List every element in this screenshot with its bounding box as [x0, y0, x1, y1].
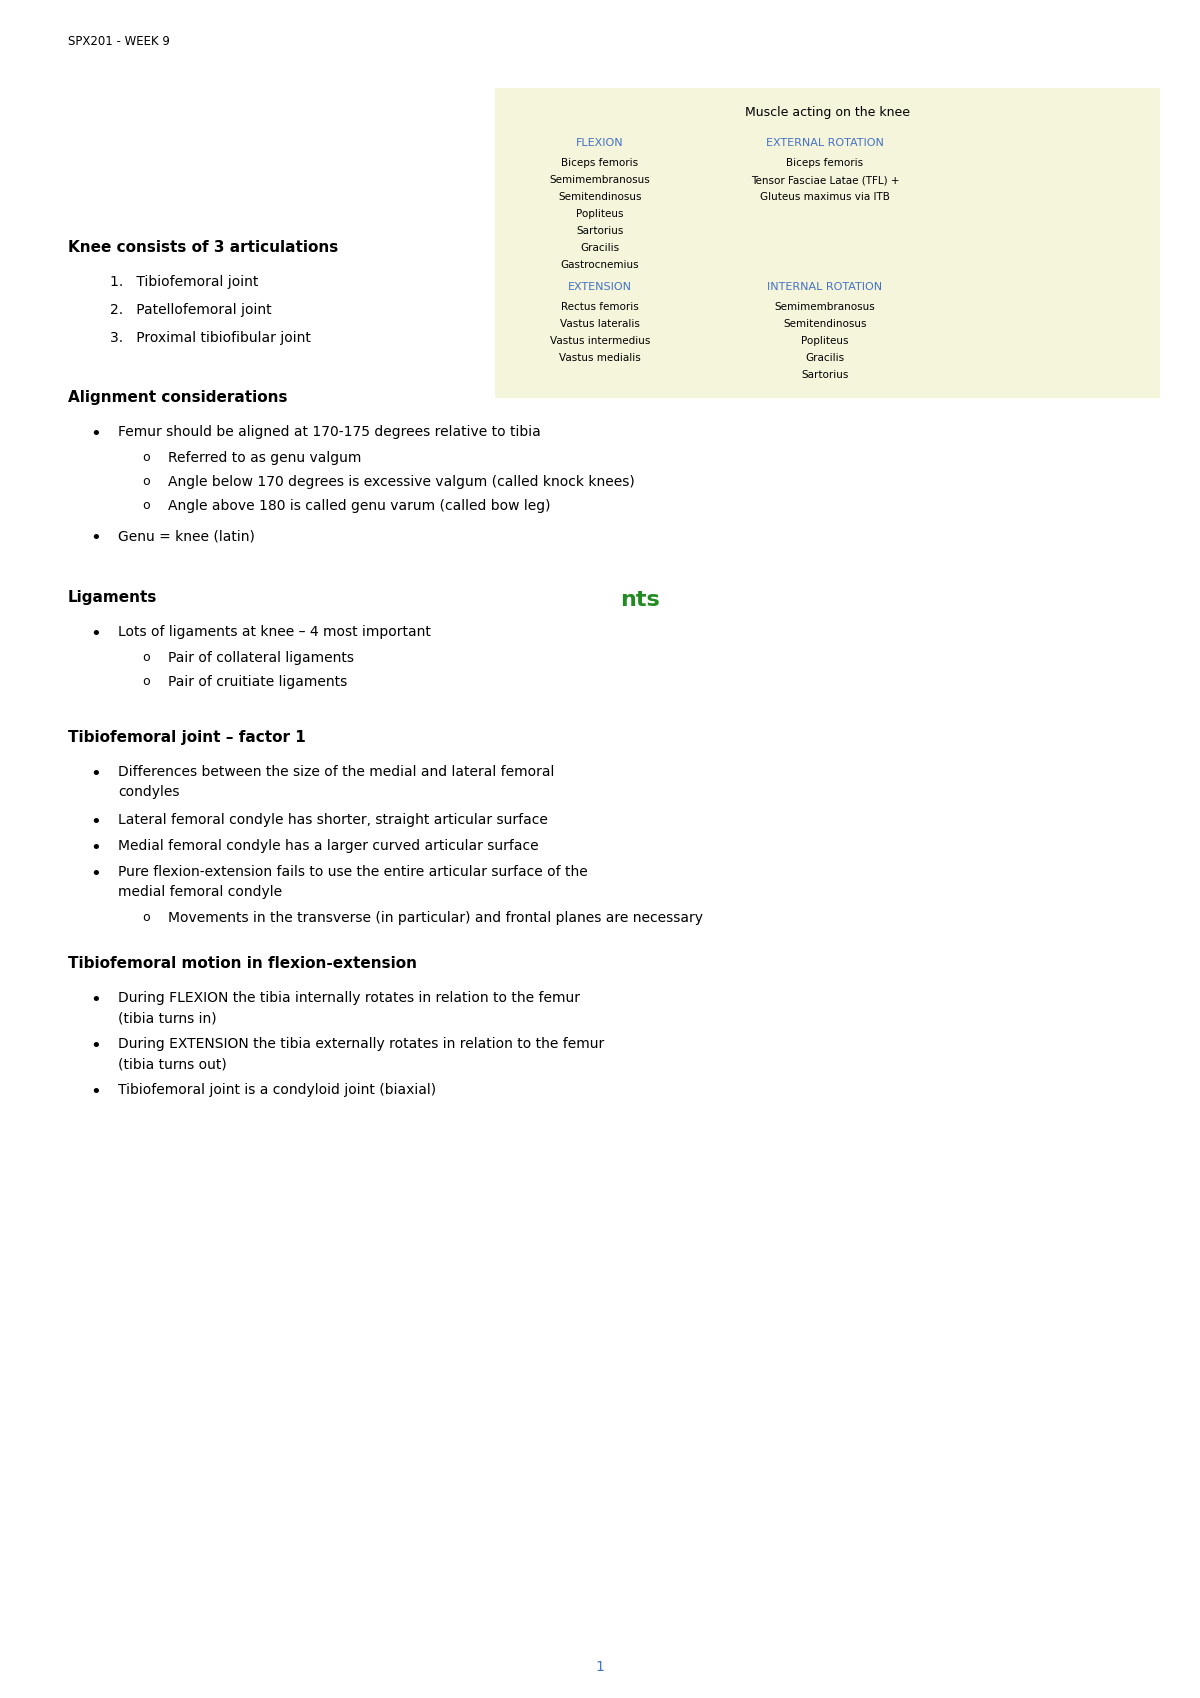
Text: •: • — [90, 813, 101, 830]
Text: Tensor Fasciae Latae (TFL) +: Tensor Fasciae Latae (TFL) + — [751, 175, 899, 185]
Text: 1: 1 — [595, 1661, 605, 1674]
Text: Angle above 180 is called genu varum (called bow leg): Angle above 180 is called genu varum (ca… — [168, 499, 551, 513]
Bar — [496, 88, 1160, 397]
Text: Vastus medialis: Vastus medialis — [559, 353, 641, 363]
Text: condyles: condyles — [118, 784, 180, 800]
Text: Biceps femoris: Biceps femoris — [786, 158, 864, 168]
Text: nts: nts — [620, 589, 660, 610]
Text: o: o — [142, 499, 150, 513]
Text: •: • — [90, 625, 101, 644]
Text: o: o — [142, 452, 150, 464]
Text: Popliteus: Popliteus — [802, 336, 848, 346]
Text: Muscle acting on the knee: Muscle acting on the knee — [745, 105, 910, 119]
Text: Pair of collateral ligaments: Pair of collateral ligaments — [168, 650, 354, 666]
Text: •: • — [90, 530, 101, 547]
Text: •: • — [90, 424, 101, 443]
Text: Gracilis: Gracilis — [581, 243, 619, 253]
Text: Pure flexion-extension fails to use the entire articular surface of the: Pure flexion-extension fails to use the … — [118, 864, 588, 880]
Text: Femur should be aligned at 170-175 degrees relative to tibia: Femur should be aligned at 170-175 degre… — [118, 424, 541, 440]
Text: Knee consists of 3 articulations: Knee consists of 3 articulations — [68, 239, 338, 255]
Text: Pair of cruitiate ligaments: Pair of cruitiate ligaments — [168, 676, 347, 689]
Text: Sartorius: Sartorius — [802, 370, 848, 380]
Text: During EXTENSION the tibia externally rotates in relation to the femur: During EXTENSION the tibia externally ro… — [118, 1037, 605, 1051]
Text: Angle below 170 degrees is excessive valgum (called knock knees): Angle below 170 degrees is excessive val… — [168, 475, 635, 489]
Text: (tibia turns in): (tibia turns in) — [118, 1010, 217, 1026]
Text: 1.   Tibiofemoral joint: 1. Tibiofemoral joint — [110, 275, 258, 289]
Text: SPX201 - WEEK 9: SPX201 - WEEK 9 — [68, 36, 170, 48]
Text: •: • — [90, 1037, 101, 1054]
Text: Semimembranosus: Semimembranosus — [775, 302, 875, 312]
Text: •: • — [90, 766, 101, 783]
Text: Differences between the size of the medial and lateral femoral: Differences between the size of the medi… — [118, 766, 554, 779]
Text: •: • — [90, 864, 101, 883]
Text: Tibiofemoral joint – factor 1: Tibiofemoral joint – factor 1 — [68, 730, 306, 745]
Text: medial femoral condyle: medial femoral condyle — [118, 885, 282, 898]
Text: Ligaments: Ligaments — [68, 589, 157, 604]
Text: Tibiofemoral joint is a condyloid joint (biaxial): Tibiofemoral joint is a condyloid joint … — [118, 1083, 436, 1097]
Text: o: o — [142, 650, 150, 664]
Text: During FLEXION the tibia internally rotates in relation to the femur: During FLEXION the tibia internally rota… — [118, 992, 580, 1005]
Text: Tibiofemoral motion in flexion-extension: Tibiofemoral motion in flexion-extension — [68, 956, 418, 971]
Text: Sartorius: Sartorius — [576, 226, 624, 236]
Text: Gluteus maximus via ITB: Gluteus maximus via ITB — [760, 192, 890, 202]
Text: o: o — [142, 912, 150, 924]
Text: o: o — [142, 676, 150, 688]
Text: •: • — [90, 992, 101, 1009]
Text: EXTERNAL ROTATION: EXTERNAL ROTATION — [766, 138, 884, 148]
Text: Lateral femoral condyle has shorter, straight articular surface: Lateral femoral condyle has shorter, str… — [118, 813, 548, 827]
Text: Genu = knee (latin): Genu = knee (latin) — [118, 530, 254, 543]
Text: Semitendinosus: Semitendinosus — [558, 192, 642, 202]
Text: Popliteus: Popliteus — [576, 209, 624, 219]
Text: •: • — [90, 1083, 101, 1100]
Text: Biceps femoris: Biceps femoris — [562, 158, 638, 168]
Text: Semimembranosus: Semimembranosus — [550, 175, 650, 185]
Text: Movements in the transverse (in particular) and frontal planes are necessary: Movements in the transverse (in particul… — [168, 912, 703, 925]
Text: Lots of ligaments at knee – 4 most important: Lots of ligaments at knee – 4 most impor… — [118, 625, 431, 638]
Text: Medial femoral condyle has a larger curved articular surface: Medial femoral condyle has a larger curv… — [118, 839, 539, 852]
Text: Vastus intermedius: Vastus intermedius — [550, 336, 650, 346]
Text: 2.   Patellofemoral joint: 2. Patellofemoral joint — [110, 302, 271, 318]
Text: EXTENSION: EXTENSION — [568, 282, 632, 292]
Text: Vastus lateralis: Vastus lateralis — [560, 319, 640, 329]
Text: Gastrocnemius: Gastrocnemius — [560, 260, 640, 270]
Text: Referred to as genu valgum: Referred to as genu valgum — [168, 452, 361, 465]
Text: 3.   Proximal tibiofibular joint: 3. Proximal tibiofibular joint — [110, 331, 311, 345]
Text: Semitendinosus: Semitendinosus — [784, 319, 866, 329]
Text: •: • — [90, 839, 101, 857]
Text: (tibia turns out): (tibia turns out) — [118, 1056, 227, 1071]
Text: Alignment considerations: Alignment considerations — [68, 391, 288, 406]
Text: o: o — [142, 475, 150, 487]
Text: Rectus femoris: Rectus femoris — [562, 302, 638, 312]
Text: FLEXION: FLEXION — [576, 138, 624, 148]
Text: Gracilis: Gracilis — [805, 353, 845, 363]
Text: INTERNAL ROTATION: INTERNAL ROTATION — [768, 282, 882, 292]
